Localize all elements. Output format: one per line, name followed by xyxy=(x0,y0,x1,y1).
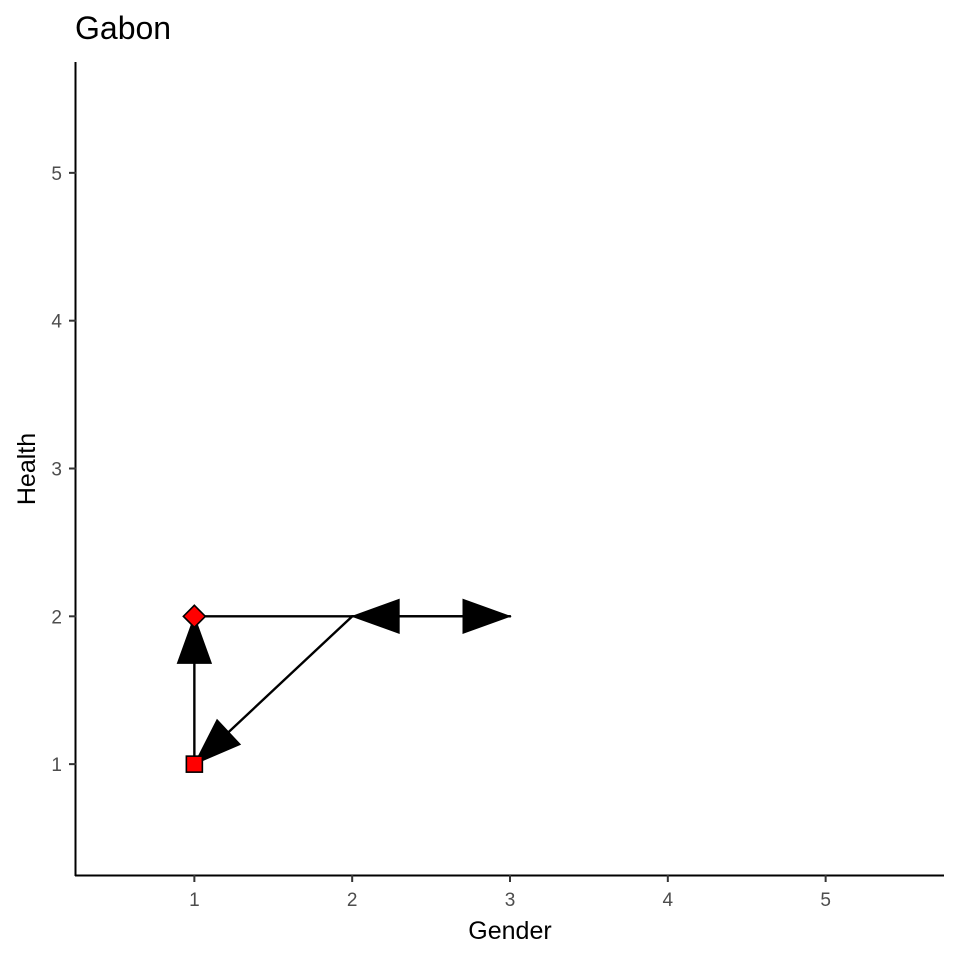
x-axis-ticks: 1 2 3 4 5 xyxy=(189,875,831,911)
y-tick-label: 2 xyxy=(51,607,62,628)
point-diamond xyxy=(182,604,207,629)
arrow xyxy=(350,598,512,635)
x-tick-label: 2 xyxy=(347,890,358,911)
y-tick-label: 3 xyxy=(51,460,62,481)
point-square xyxy=(185,755,204,773)
y-axis-ticks: 1 2 3 4 5 xyxy=(51,164,76,776)
plot-area xyxy=(176,598,512,773)
y-tick-label: 4 xyxy=(51,312,62,333)
x-axis-title: Gender xyxy=(468,917,551,945)
x-tick-label: 1 xyxy=(189,890,200,911)
chart-title: Gabon xyxy=(75,10,171,46)
x-tick-label: 4 xyxy=(663,890,674,911)
y-tick-label: 1 xyxy=(51,755,62,776)
arrow xyxy=(193,615,354,766)
x-tick-label: 3 xyxy=(505,890,516,911)
x-tick-label: 5 xyxy=(820,890,831,911)
y-axis-title: Health xyxy=(13,433,41,505)
y-tick-label: 5 xyxy=(51,164,62,185)
arrow xyxy=(176,614,213,766)
